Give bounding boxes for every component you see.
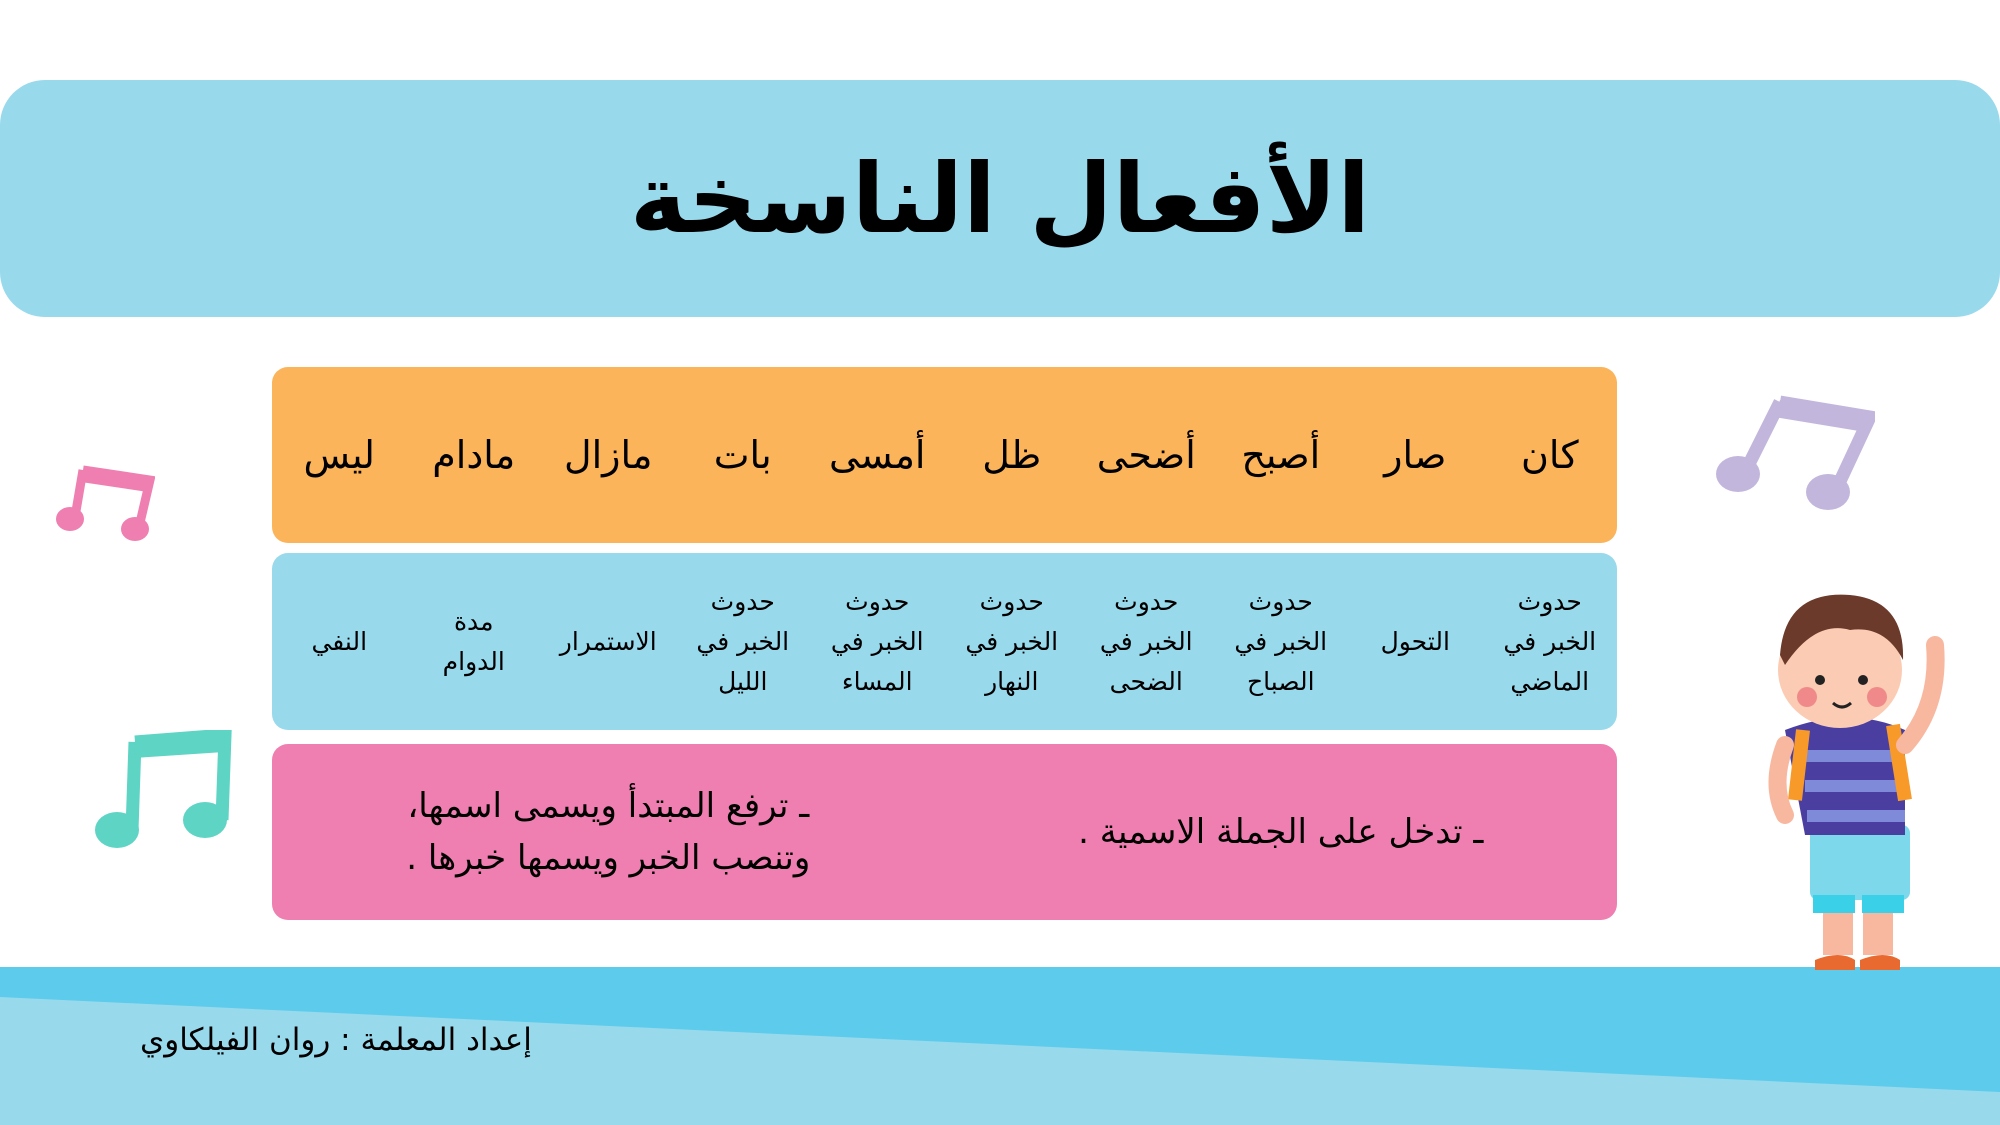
music-note-purple-icon (1716, 395, 1875, 510)
meanings-row: حدوث الخبر في الماضي التحول حدوث الخبر ف… (272, 553, 1617, 730)
meaning-cell: حدوث الخبر في النهار (965, 586, 1059, 696)
title-banner: الأفعال الناسخة (0, 80, 2000, 317)
rules-row: ـ تدخل على الجملة الاسمية . ـ ترفع المبت… (272, 744, 1617, 920)
verb-cell: كان (1520, 433, 1579, 477)
boy-illustration (1768, 594, 1945, 970)
verb-cell: صار (1384, 433, 1447, 477)
meaning-cell: حدوث الخبر في المساء (830, 586, 924, 696)
meaning-cell: حدوث الخبر في الليل (696, 586, 790, 696)
verb-cell: أمسى (829, 433, 926, 477)
verb-cell: ليس (303, 433, 376, 477)
page-title: الأفعال الناسخة (629, 142, 1371, 255)
rule-text: ـ تدخل على الجملة الاسمية . (1078, 812, 1484, 852)
meaning-cell: حدوث الخبر في الصباح (1234, 586, 1328, 696)
verb-cell: أصبح (1241, 433, 1321, 477)
music-note-pink-icon (56, 465, 155, 541)
meaning-cell: النفي (311, 626, 368, 656)
music-note-teal-icon (95, 730, 232, 848)
verb-cell: أضحى (1096, 433, 1196, 477)
rule-text: ـ ترفع المبتدأ ويسمى اسمها، وتنصب الخبر … (406, 786, 811, 878)
verb-cell: ظل (982, 433, 1042, 477)
footer-wave (0, 997, 2000, 1125)
verb-cell: مازال (564, 433, 653, 477)
verbs-row: كان صار أصبح أضحى ظل أمسى بات مازال مادا… (272, 367, 1617, 543)
footer-band (0, 967, 2000, 1125)
meaning-cell: حدوث الخبر في الضحى (1099, 586, 1193, 696)
meaning-cell: الاستمرار (559, 626, 657, 656)
verb-cell: مادام (432, 433, 516, 477)
meaning-cell: التحول (1380, 626, 1450, 656)
meaning-cell: مدة الدوام (442, 606, 505, 676)
footer-credit: إعداد المعلمة : روان الفيلكاوي (140, 1022, 532, 1058)
meaning-cell: حدوث الخبر في الماضي (1503, 586, 1597, 696)
verb-cell: بات (713, 433, 772, 477)
